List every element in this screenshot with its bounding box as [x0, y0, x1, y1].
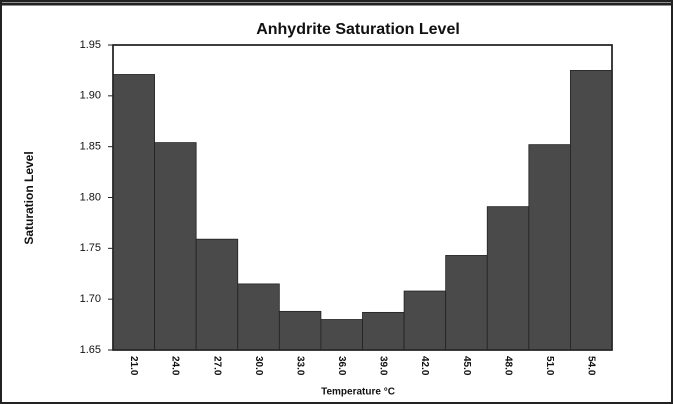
- y-tick-label: 1.90: [80, 90, 101, 102]
- bar: [362, 311, 405, 351]
- x-tick-label: 24.0: [170, 356, 181, 376]
- bar: [486, 206, 530, 351]
- y-tick-label: 1.70: [80, 293, 101, 305]
- x-tick-label: 30.0: [253, 356, 264, 376]
- chart-title: Anhydrite Saturation Level: [256, 21, 460, 38]
- y-tick-label: 1.75: [80, 242, 101, 254]
- y-tick-label: 1.65: [80, 344, 101, 356]
- y-tick-label: 1.80: [80, 191, 101, 203]
- x-tick-label: 27.0: [211, 356, 222, 376]
- x-tick-label: 42.0: [419, 356, 430, 376]
- x-tick-label: 21.0: [128, 356, 139, 376]
- x-tick-label: 39.0: [378, 356, 389, 376]
- plot-border: [112, 44, 613, 351]
- x-tick-label: 54.0: [586, 356, 597, 376]
- y-tick-label: 1.85: [80, 141, 101, 153]
- bar: [112, 74, 155, 351]
- bar: [195, 238, 239, 351]
- x-tick-label: 48.0: [502, 356, 513, 376]
- bar: [154, 142, 197, 351]
- x-tick-label: 51.0: [544, 356, 555, 376]
- x-tick-label: 36.0: [336, 356, 347, 376]
- bar: [278, 310, 322, 351]
- bar: [403, 290, 447, 351]
- bar: [445, 255, 488, 351]
- x-axis-title: Temperature °C: [321, 387, 395, 398]
- x-tick-label: 33.0: [294, 356, 305, 376]
- bar: [528, 144, 571, 351]
- y-axis-title: Saturation Level: [22, 151, 36, 244]
- x-tick-label: 45.0: [461, 356, 472, 376]
- y-tick-label: 1.95: [80, 39, 101, 51]
- bar: [320, 319, 363, 351]
- bar: [237, 283, 280, 351]
- bar: [570, 70, 613, 351]
